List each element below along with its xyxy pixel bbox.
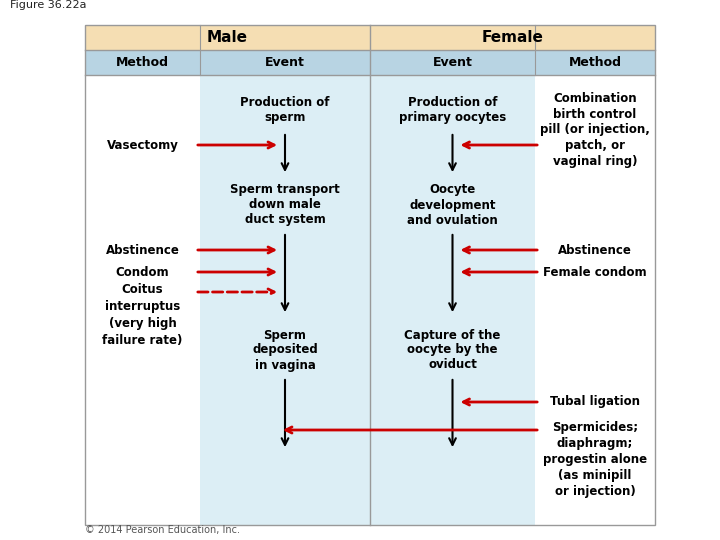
Text: Abstinence: Abstinence bbox=[558, 244, 632, 256]
Text: Coitus
interruptus
(very high
failure rate): Coitus interruptus (very high failure ra… bbox=[102, 283, 183, 347]
Text: Female condom: Female condom bbox=[543, 266, 647, 279]
Text: Male: Male bbox=[207, 30, 248, 45]
Text: Sperm
deposited
in vagina: Sperm deposited in vagina bbox=[252, 328, 318, 372]
Text: Condom: Condom bbox=[116, 266, 169, 279]
Text: Method: Method bbox=[116, 56, 169, 69]
Text: Production of
primary oocytes: Production of primary oocytes bbox=[399, 96, 506, 124]
Text: Capture of the
oocyte by the
oviduct: Capture of the oocyte by the oviduct bbox=[405, 328, 500, 372]
Text: Method: Method bbox=[569, 56, 621, 69]
Text: Sperm transport
down male
duct system: Sperm transport down male duct system bbox=[230, 184, 340, 226]
Text: Vasectomy: Vasectomy bbox=[107, 138, 179, 152]
Bar bbox=[85, 25, 370, 50]
Text: Event: Event bbox=[433, 56, 472, 69]
Text: Spermicides;
diaphragm;
progestin alone
(as minipill
or injection): Spermicides; diaphragm; progestin alone … bbox=[543, 422, 647, 498]
Text: © 2014 Pearson Education, Inc.: © 2014 Pearson Education, Inc. bbox=[85, 525, 240, 535]
Bar bbox=[85, 50, 655, 75]
Text: Figure 36.22a: Figure 36.22a bbox=[10, 0, 86, 10]
Bar bbox=[85, 25, 655, 525]
Text: Oocyte
development
and ovulation: Oocyte development and ovulation bbox=[407, 184, 498, 226]
Bar bbox=[200, 75, 535, 525]
Text: Combination
birth control
pill (or injection,
patch, or
vaginal ring): Combination birth control pill (or injec… bbox=[540, 91, 650, 168]
Text: Tubal ligation: Tubal ligation bbox=[550, 395, 640, 408]
Text: Female: Female bbox=[482, 30, 544, 45]
Bar bbox=[370, 25, 655, 50]
Text: Event: Event bbox=[265, 56, 305, 69]
Text: Production of
sperm: Production of sperm bbox=[240, 96, 330, 124]
Text: Abstinence: Abstinence bbox=[106, 244, 179, 256]
